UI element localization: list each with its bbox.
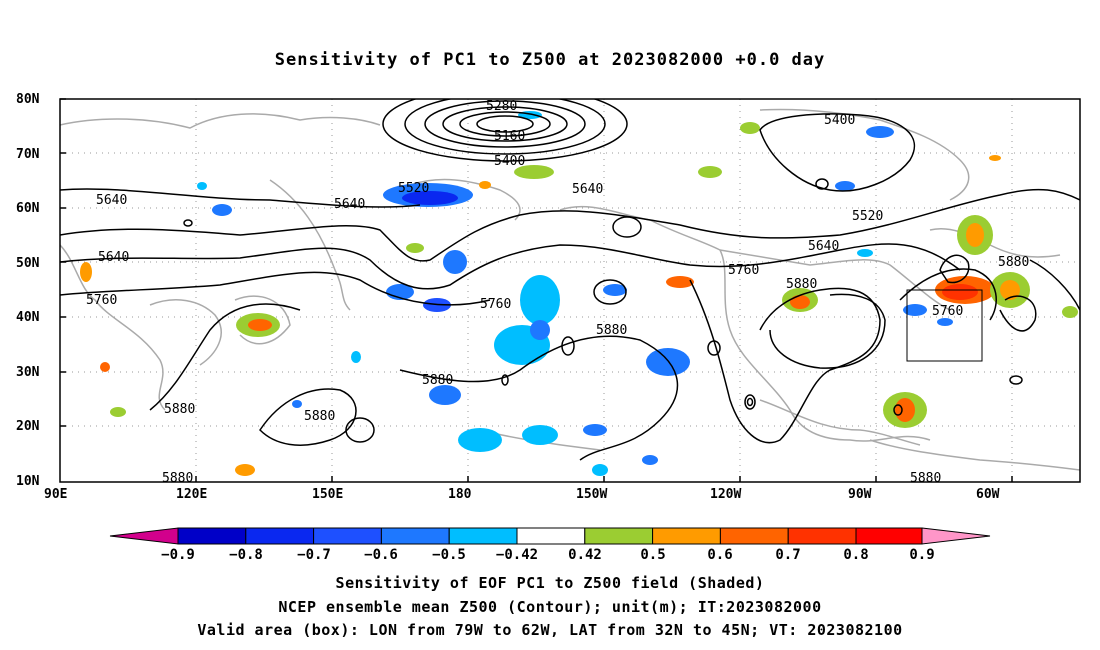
lat-label-10n: 10N — [16, 474, 40, 489]
contour-label-5880: 5880 — [422, 373, 453, 388]
lon-label-120e: 120E — [176, 487, 208, 502]
colorbar-cell — [448, 527, 518, 545]
sensitivity-shading — [80, 111, 1078, 476]
contour-label-5400: 5400 — [824, 113, 855, 128]
footer-line-3: Valid area (box): LON from 79W to 62W, L… — [197, 621, 903, 639]
footer-line-1: Sensitivity of EOF PC1 to Z500 field (Sh… — [335, 574, 765, 592]
lat-label-60n: 60N — [16, 201, 40, 216]
lat-label-20n: 20N — [16, 419, 40, 434]
plot-title: Sensitivity of PC1 to Z500 at 2023082000… — [274, 50, 826, 70]
contour-label-5880: 5880 — [164, 402, 195, 417]
contour-label-5520: 5520 — [398, 181, 429, 196]
colorbar-cell — [652, 527, 721, 545]
colorbar-cell — [313, 527, 382, 545]
valid-area-box — [906, 289, 983, 362]
footer-line-2: NCEP ensemble mean Z500 (Contour); unit(… — [278, 598, 822, 616]
colorbar-cell — [109, 527, 179, 545]
contour-label-5760: 5760 — [480, 297, 511, 312]
contour-label-5640: 5640 — [334, 197, 365, 212]
colorbar-tick-label: 0.8 — [843, 547, 868, 563]
contour-label-5160: 5160 — [494, 129, 525, 144]
contour-label-5880: 5880 — [786, 277, 817, 292]
colorbar-cell — [380, 527, 450, 545]
colorbar-cell — [855, 527, 923, 545]
contour-label-5640: 5640 — [96, 193, 127, 208]
colorbar-cell — [245, 527, 315, 545]
lat-label-50n: 50N — [16, 256, 40, 271]
colorbar-tick-label: −0.5 — [432, 547, 466, 563]
colorbar-tick-label: −0.7 — [297, 547, 331, 563]
lon-label-60w: 60W — [976, 487, 1000, 502]
lon-label-180: 180 — [448, 487, 472, 502]
axis-ticks — [60, 98, 1013, 482]
lat-label-30n: 30N — [16, 365, 40, 380]
colorbar-cell — [787, 527, 857, 545]
colorbar-tick-label: 0.7 — [775, 547, 800, 563]
contour-label-5880: 5880 — [162, 471, 193, 486]
colorbar-tick-label: 0.42 — [568, 547, 602, 563]
colorbar-tick-label: −0.8 — [229, 547, 263, 563]
contour-label-5880: 5880 — [596, 323, 627, 338]
contour-label-5880: 5880 — [998, 255, 1029, 270]
colorbar-cell — [516, 527, 586, 545]
contour-label-5400: 5400 — [494, 154, 525, 169]
lon-label-150w: 150W — [576, 487, 608, 502]
map-frame — [59, 98, 1081, 483]
contour-label-5880: 5880 — [910, 471, 941, 486]
colorbar-tick-label: 0.9 — [909, 547, 934, 563]
contour-label-5880: 5880 — [304, 409, 335, 424]
colorbar-cell — [921, 527, 991, 545]
contour-label-5280: 5280 — [486, 99, 517, 114]
z500-contours — [60, 99, 1080, 461]
contour-label-5760: 5760 — [932, 304, 963, 319]
contour-label-5520: 5520 — [852, 209, 883, 224]
contour-label-5760: 5760 — [728, 263, 759, 278]
contour-label-5640: 5640 — [572, 182, 603, 197]
contour-label-5640: 5640 — [98, 250, 129, 265]
colorbar-cell — [719, 527, 789, 545]
colorbar — [109, 527, 991, 545]
lon-label-90e: 90E — [44, 487, 68, 502]
lat-label-80n: 80N — [16, 92, 40, 107]
lon-label-90w: 90W — [848, 487, 872, 502]
colorbar-tick-label: −0.6 — [364, 547, 398, 563]
contour-label-5760: 5760 — [86, 293, 117, 308]
lat-label-70n: 70N — [16, 147, 40, 162]
lon-label-120w: 120W — [710, 487, 742, 502]
contour-label-5640: 5640 — [808, 239, 839, 254]
colorbar-tick-label: −0.42 — [496, 547, 538, 563]
colorbar-tick-label: 0.5 — [640, 547, 665, 563]
colorbar-tick-label: −0.9 — [161, 547, 195, 563]
lat-label-40n: 40N — [16, 310, 40, 325]
colorbar-cell — [584, 527, 654, 545]
lon-label-150e: 150E — [312, 487, 344, 502]
colorbar-cell — [177, 527, 247, 545]
colorbar-tick-label: 0.6 — [707, 547, 732, 563]
